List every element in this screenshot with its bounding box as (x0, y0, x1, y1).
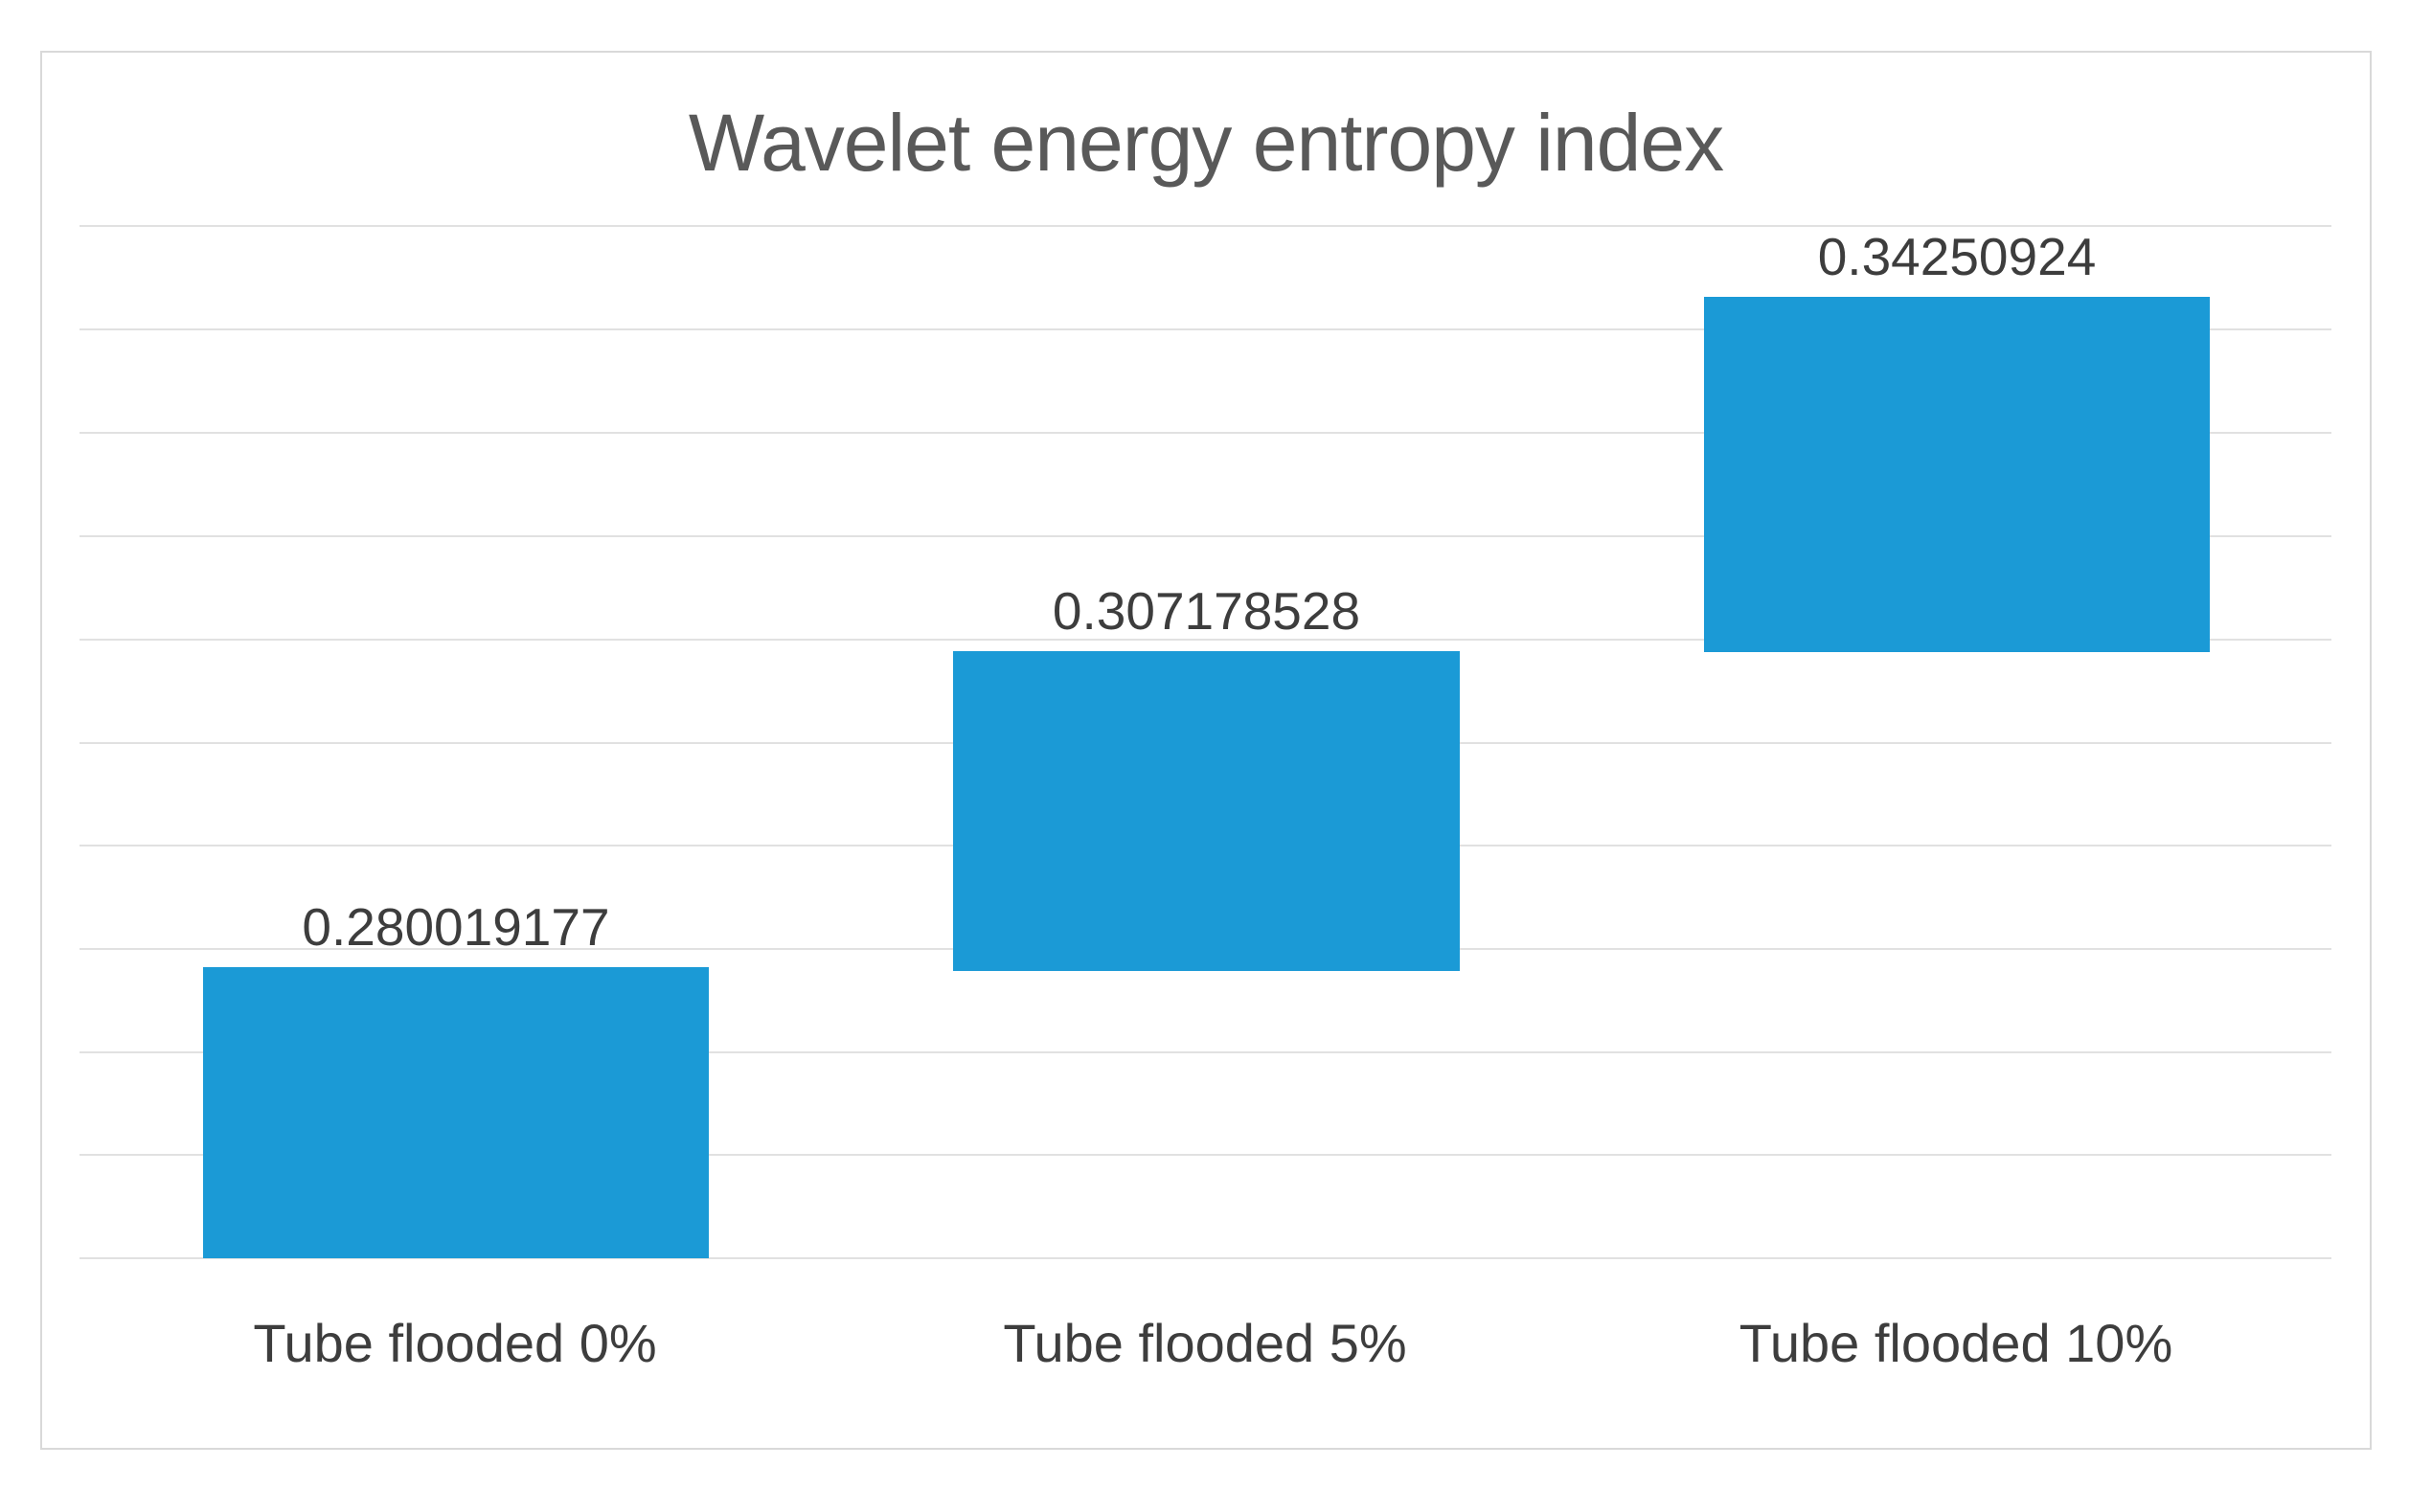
gridline (80, 535, 2331, 537)
gridline (80, 432, 2331, 434)
bar-value-label-tube-flooded-10: 0.34250924 (1817, 227, 2097, 286)
bar-value-label-tube-flooded-5: 0.307178528 (1052, 581, 1361, 641)
gridline (80, 1051, 2331, 1053)
chart-title: Wavelet energy entropy index (688, 98, 1724, 188)
x-axis-label-tube-flooded-5: Tube flooded 5% (1003, 1313, 1407, 1373)
bar-tube-flooded-0 (203, 967, 709, 1258)
gridline (80, 639, 2331, 641)
bar-tube-flooded-5 (953, 651, 1460, 971)
x-axis-label-tube-flooded-0: Tube flooded 0% (253, 1313, 657, 1373)
x-axis-label-tube-flooded-10: Tube flooded 10% (1739, 1313, 2173, 1373)
bar-value-label-tube-flooded-0: 0.280019177 (302, 897, 610, 957)
bar-tube-flooded-10 (1704, 297, 2210, 652)
gridline (80, 225, 2331, 227)
gridline (80, 1154, 2331, 1156)
gridline (80, 1257, 2331, 1259)
gridline (80, 328, 2331, 330)
